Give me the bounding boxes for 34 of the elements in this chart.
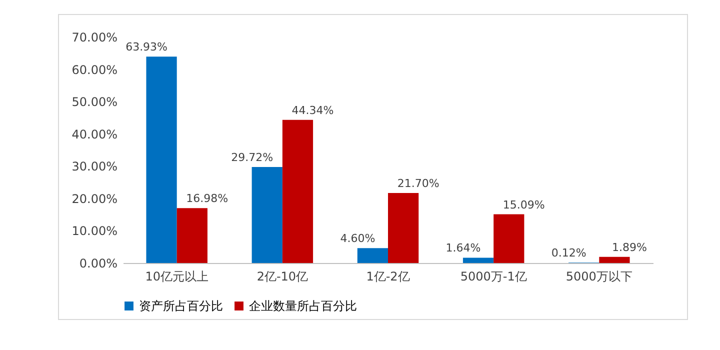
bar: [462, 258, 494, 263]
bar: [357, 248, 388, 263]
y-tick-label: 10.00%: [72, 224, 118, 238]
data-label: 4.60%: [340, 232, 376, 246]
data-label: 0.12%: [551, 246, 586, 260]
bar: [176, 208, 208, 263]
y-tick-label: 30.00%: [72, 160, 118, 174]
data-label: 1.64%: [446, 242, 481, 255]
data-label: 15.09%: [502, 198, 545, 212]
bar: [388, 192, 419, 263]
bar: [282, 120, 314, 263]
y-tick-label: 20.00%: [72, 192, 118, 206]
bar: [599, 256, 630, 263]
x-tick-label: 2亿-10亿: [256, 270, 308, 284]
y-tick-label: 70.00%: [72, 30, 118, 44]
bar: [146, 56, 177, 263]
data-label: 29.72%: [231, 151, 274, 164]
legend-label: 资产所占百分比: [139, 299, 223, 313]
x-tick-label: 1亿-2亿: [366, 270, 410, 284]
x-tick-label: 10亿元以上: [145, 270, 208, 284]
y-tick-label: 50.00%: [72, 95, 118, 110]
bar: [494, 214, 524, 263]
data-label: 63.93%: [126, 40, 168, 54]
data-label: 21.70%: [397, 176, 440, 190]
y-tick-label: 0.00%: [79, 256, 118, 270]
data-label: 44.34%: [292, 104, 334, 117]
y-tick-label: 60.00%: [72, 62, 118, 77]
x-tick-label: 5000万-1亿: [460, 270, 527, 284]
x-tick-label: 5000万以下: [566, 270, 632, 284]
data-label: 16.98%: [186, 192, 228, 206]
data-label: 1.89%: [612, 240, 647, 254]
legend-label: 企业数量所占百分比: [249, 299, 357, 313]
y-tick-label: 40.00%: [72, 127, 118, 142]
bar: [252, 167, 282, 263]
